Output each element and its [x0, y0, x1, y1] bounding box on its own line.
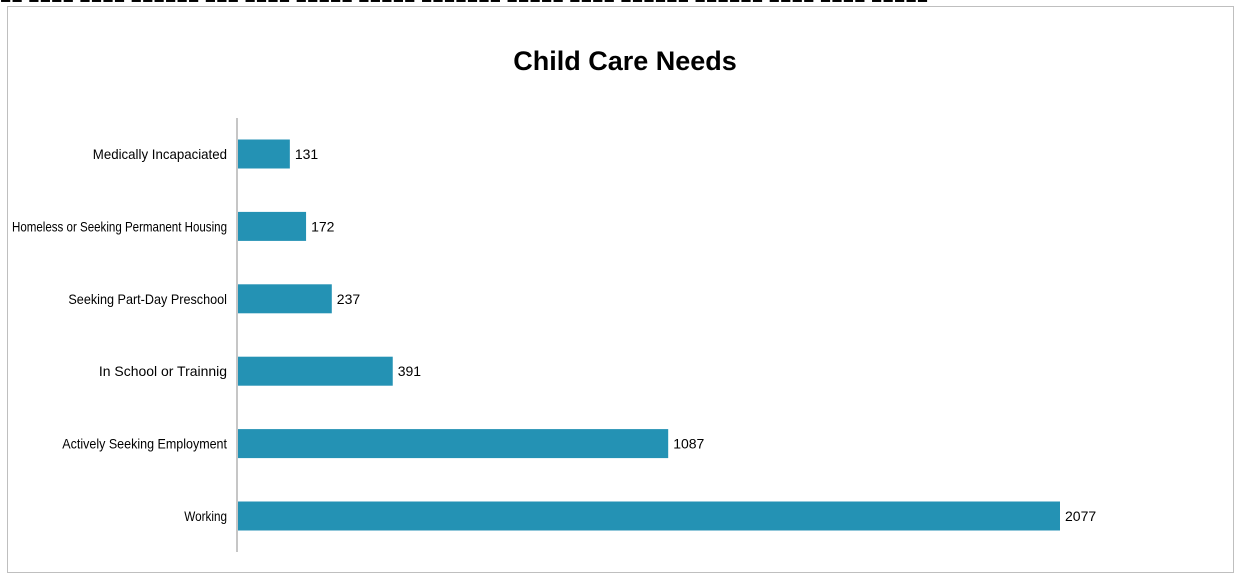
- cropped-header-strip: ■■ ■■■■ ■■■■ ■■■■■■ ■■■ ■■■■ ■■■■■ ■■■■■…: [0, 0, 1244, 8]
- category-label-0: Medically Incapaciated: [93, 146, 227, 162]
- data-label-0: 131: [295, 146, 319, 162]
- bars-layer: [238, 139, 1060, 531]
- chart-title: Child Care Needs: [513, 46, 737, 76]
- bar-1: [238, 211, 307, 241]
- category-label-1: Homeless or Seeking Permanent Housing: [12, 218, 227, 234]
- data-label-3: 391: [398, 363, 422, 379]
- cropped-header-text: ■■ ■■■■ ■■■■ ■■■■■■ ■■■ ■■■■ ■■■■■ ■■■■■…: [0, 0, 928, 8]
- labels-layer: Medically Incapaciated 131 Homeless or See…: [12, 146, 1096, 524]
- category-label-3: In School or Trainnig: [99, 363, 227, 379]
- bar-3: [238, 356, 393, 386]
- bar-0: [238, 139, 290, 169]
- category-label-5: Working: [184, 508, 227, 524]
- bar-4: [238, 429, 669, 459]
- data-label-2: 237: [337, 291, 361, 307]
- bar-2: [238, 284, 332, 314]
- data-label-1: 172: [311, 218, 335, 234]
- data-label-4: 1087: [673, 436, 704, 452]
- chart-frame: [7, 6, 1234, 573]
- data-label-5: 2077: [1065, 508, 1096, 524]
- category-label-2: Seeking Part-Day Preschool: [68, 291, 227, 307]
- bar-5: [238, 501, 1060, 531]
- category-label-4: Actively Seeking Employment: [62, 436, 227, 452]
